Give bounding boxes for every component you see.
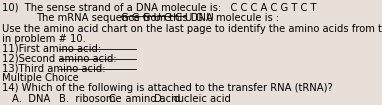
Text: The mRNA sequence from this DNA molecule is :: The mRNA sequence from this DNA molecule… [37,13,280,23]
Text: 12)Second amino acid:: 12)Second amino acid: [2,54,117,64]
Text: A.  DNA: A. DNA [12,94,50,104]
Text: B.  ribosome: B. ribosome [59,94,122,104]
Text: in problem # 10.: in problem # 10. [2,34,86,44]
Text: G G G U G C U G U: G G G U G C U G U [121,13,214,23]
Text: Use the amino acid chart on the last page to identify the amino acids from the m: Use the amino acid chart on the last pag… [2,24,382,34]
Text: 14) Which of the following is attached to the transfer RNA (tRNA)?: 14) Which of the following is attached t… [2,83,333,93]
Text: D.  nucleic acid: D. nucleic acid [154,94,231,104]
Text: 10)  The sense strand of a DNA molecule is:   C C C A C G T C T: 10) The sense strand of a DNA molecule i… [2,2,316,12]
Text: 11)First amino acid:: 11)First amino acid: [2,44,101,54]
Text: C.  amino acid: C. amino acid [108,94,180,104]
Text: Multiple Choice: Multiple Choice [2,73,79,83]
Text: 13)Third amino acid:: 13)Third amino acid: [2,64,105,74]
